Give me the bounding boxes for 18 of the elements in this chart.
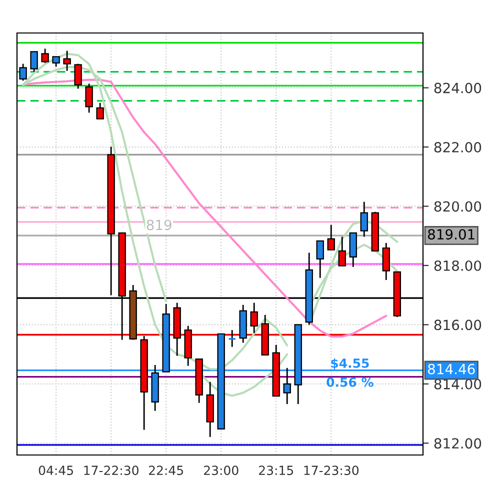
y-tick-label: 812.00 xyxy=(434,438,482,449)
x-tick-label: 17-23:30 xyxy=(304,466,359,476)
y-tick-label: 816.00 xyxy=(434,320,482,330)
annotation: $4.55 xyxy=(331,358,369,370)
x-tick-label: 17-22:30 xyxy=(84,466,138,476)
x-tick-label: 22:45 xyxy=(148,466,184,476)
x-tick-label: 04:45 xyxy=(38,466,73,476)
annotation: 0.56 % xyxy=(326,377,374,387)
x-tick-label: 23:00 xyxy=(204,466,238,476)
x-tick-label: 23:15 xyxy=(259,466,294,476)
ref-line-label: 819.01 xyxy=(428,229,474,240)
y-tick-label: 814.00 xyxy=(434,378,482,390)
y-tick-label: 820.00 xyxy=(434,201,482,212)
y-tick-label: 824.00 xyxy=(434,82,482,94)
y-tick-label: 822.00 xyxy=(434,142,482,152)
ref-line-label: 814.46 xyxy=(428,364,475,374)
annotation: 819 xyxy=(146,220,172,230)
y-tick-label: 818.00 xyxy=(434,260,482,271)
